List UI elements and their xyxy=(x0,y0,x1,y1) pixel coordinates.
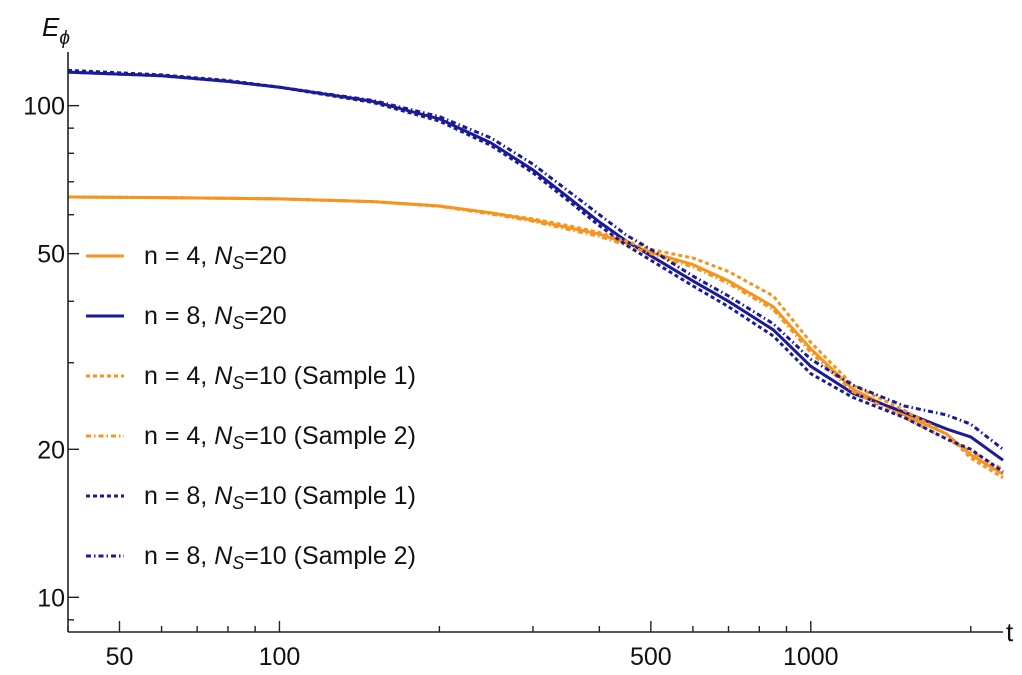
legend-label-symbol: N xyxy=(214,302,233,330)
series-line-4 xyxy=(67,195,1004,471)
legend-label-symbol: N xyxy=(214,542,233,570)
legend-item: n = 8, NS=10 (Sample 2) xyxy=(86,542,416,573)
y-tick-label: 50 xyxy=(37,241,65,269)
y-tick-label: 10 xyxy=(37,584,65,612)
legend-label-prefix: n = 8, xyxy=(144,542,214,570)
legend-label: n = 8, NS=10 (Sample 1) xyxy=(144,482,416,513)
series-line-5 xyxy=(67,68,1004,474)
legend-label-suffix: =10 (Sample 1) xyxy=(244,482,416,510)
legend-label-subscript: S xyxy=(232,373,244,393)
legend-item: n = 4, NS=10 (Sample 2) xyxy=(86,422,416,453)
legend-label: n = 4, NS=10 (Sample 2) xyxy=(144,422,416,453)
x-tick-label: 1000 xyxy=(783,643,839,671)
legend-label: n = 8, NS=20 xyxy=(144,302,287,333)
legend-label-suffix: =10 (Sample 1) xyxy=(244,362,416,390)
x-tick-label: 100 xyxy=(259,643,301,671)
x-tick-label: 500 xyxy=(630,643,672,671)
legend-item: n = 4, NS=20 xyxy=(86,242,287,273)
series-layer xyxy=(67,68,1004,480)
x-axis-title: t xyxy=(1006,617,1014,647)
tick-layer xyxy=(67,104,972,632)
legend-label-prefix: n = 8, xyxy=(144,302,214,330)
legend: n = 4, NS=20n = 8, NS=20n = 4, NS=10 (Sa… xyxy=(86,242,416,573)
legend-label-prefix: n = 4, xyxy=(144,242,214,270)
series-line-3 xyxy=(67,195,1004,480)
legend-label-suffix: =20 xyxy=(244,302,286,330)
legend-label-suffix: =10 (Sample 2) xyxy=(244,542,416,570)
legend-label: n = 8, NS=10 (Sample 2) xyxy=(144,542,416,573)
y-tick-label: 100 xyxy=(23,93,65,121)
legend-label-subscript: S xyxy=(232,253,244,273)
tick-label-layer: 50 100 500 1000 10 20 50 100 xyxy=(23,93,838,671)
legend-label-subscript: S xyxy=(232,493,244,513)
legend-item: n = 8, NS=20 xyxy=(86,302,287,333)
legend-label: n = 4, NS=20 xyxy=(144,242,287,273)
legend-label-subscript: S xyxy=(232,553,244,573)
legend-label-prefix: n = 4, xyxy=(144,362,214,390)
legend-label-symbol: N xyxy=(214,242,233,270)
legend-label-prefix: n = 8, xyxy=(144,482,214,510)
y-tick-label: 20 xyxy=(37,436,65,464)
y-axis-title-subscript: ϕ xyxy=(59,28,70,49)
legend-item: n = 8, NS=10 (Sample 1) xyxy=(86,482,416,513)
legend-label-symbol: N xyxy=(214,362,233,390)
y-axis-title-main: E xyxy=(42,12,60,42)
x-tick-label: 50 xyxy=(106,643,134,671)
legend-item: n = 4, NS=10 (Sample 1) xyxy=(86,362,416,393)
legend-label-prefix: n = 4, xyxy=(144,422,214,450)
legend-label-suffix: =20 xyxy=(244,242,286,270)
legend-label-symbol: N xyxy=(214,422,233,450)
legend-label-suffix: =10 (Sample 2) xyxy=(244,422,416,450)
legend-label-subscript: S xyxy=(232,313,244,333)
y-axis-title: Eϕ xyxy=(42,12,70,49)
legend-label: n = 4, NS=10 (Sample 1) xyxy=(144,362,416,393)
legend-label-subscript: S xyxy=(232,433,244,453)
legend-label-symbol: N xyxy=(214,482,233,510)
